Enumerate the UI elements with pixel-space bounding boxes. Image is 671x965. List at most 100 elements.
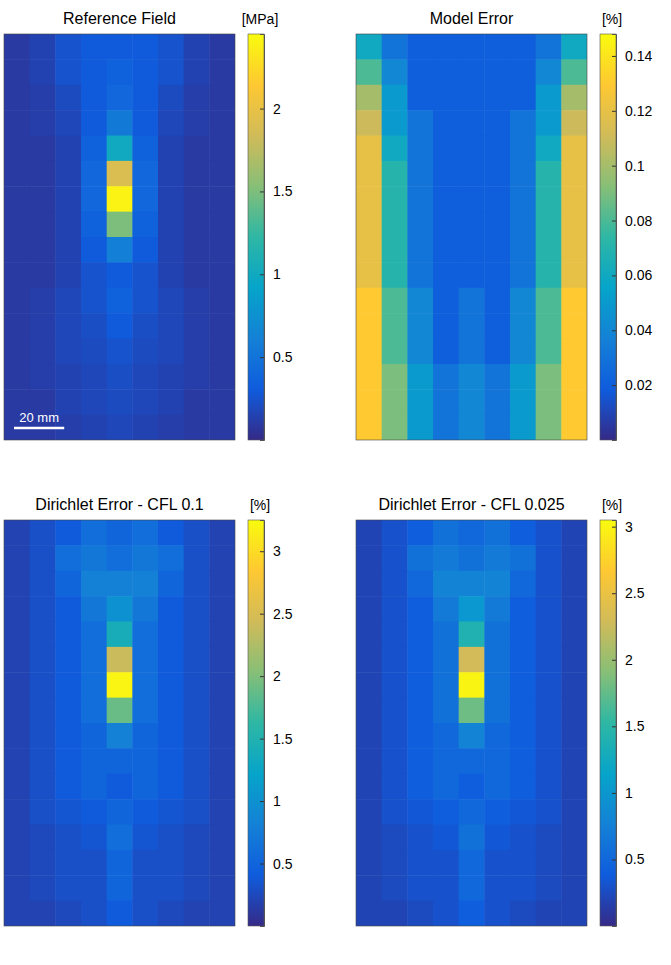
heat-cell xyxy=(561,59,587,85)
heat-cell xyxy=(81,85,107,111)
heat-cell xyxy=(382,545,408,571)
heat-cell xyxy=(4,85,30,111)
heat-cell xyxy=(459,262,485,288)
colorbar: 0.020.040.060.080.10.120.14[%] xyxy=(600,11,652,441)
heat-cell xyxy=(55,850,81,876)
heatmap-cells xyxy=(356,520,587,926)
heat-cell xyxy=(382,520,408,546)
heat-cell xyxy=(55,774,81,800)
heat-cell xyxy=(158,389,184,415)
heat-cell xyxy=(561,339,587,365)
heat-cell xyxy=(510,622,536,648)
heat-cell xyxy=(55,825,81,851)
heat-cell xyxy=(433,520,459,546)
tick-label: 0.04 xyxy=(625,322,652,338)
heat-cell xyxy=(484,34,510,60)
heat-cell xyxy=(158,186,184,212)
heat-cell xyxy=(561,875,587,901)
heat-cell xyxy=(382,415,408,440)
heat-cell xyxy=(209,622,235,648)
heat-cell xyxy=(184,520,210,546)
heat-cell xyxy=(107,415,133,440)
heat-cell xyxy=(356,288,382,314)
heat-cell xyxy=(158,237,184,263)
heat-cell xyxy=(4,672,30,698)
heat-cell xyxy=(356,571,382,597)
heat-cell xyxy=(433,799,459,825)
heat-cell xyxy=(433,647,459,673)
tick-mark xyxy=(612,859,616,860)
heat-cell xyxy=(209,748,235,774)
heat-cell xyxy=(132,288,158,314)
heat-cell xyxy=(81,825,107,851)
heat-cell xyxy=(132,596,158,622)
heat-cell xyxy=(107,545,133,571)
heat-cell xyxy=(356,825,382,851)
heat-cell xyxy=(561,799,587,825)
heat-cell xyxy=(4,774,30,800)
heat-cell xyxy=(184,571,210,597)
colorbar-label: [%] xyxy=(602,497,622,513)
heat-cell xyxy=(510,748,536,774)
heat-cell xyxy=(132,212,158,238)
heat-cell xyxy=(30,262,56,288)
heat-cell xyxy=(433,237,459,263)
heat-cell xyxy=(4,698,30,724)
heat-cell xyxy=(536,59,562,85)
heat-cell xyxy=(536,723,562,749)
heat-cell xyxy=(510,596,536,622)
heat-cell xyxy=(459,774,485,800)
heat-cell xyxy=(81,288,107,314)
heat-cell xyxy=(209,339,235,365)
heat-cell xyxy=(382,262,408,288)
tick-label: 0.06 xyxy=(625,267,652,283)
heat-cell xyxy=(459,161,485,187)
heat-cell xyxy=(107,34,133,60)
heat-cell xyxy=(107,161,133,187)
panel-title: Dirichlet Error - CFL 0.1 xyxy=(35,496,203,513)
heat-cell xyxy=(459,364,485,390)
tick: 1.5 xyxy=(260,183,293,199)
heat-cell xyxy=(132,161,158,187)
heat-cell xyxy=(536,136,562,162)
heat-cell xyxy=(30,723,56,749)
heat-cell xyxy=(356,748,382,774)
heat-cell xyxy=(356,901,382,926)
heat-cell xyxy=(536,339,562,365)
heat-cell xyxy=(433,110,459,136)
heat-cell xyxy=(107,901,133,926)
heat-cell xyxy=(382,161,408,187)
heat-cell xyxy=(30,698,56,724)
tick: 0.1 xyxy=(612,158,645,174)
heat-cell xyxy=(55,748,81,774)
heat-cell xyxy=(158,34,184,60)
heat-cell xyxy=(459,825,485,851)
heat-cell xyxy=(382,698,408,724)
heat-cell xyxy=(81,774,107,800)
heat-cell xyxy=(132,313,158,339)
tick-mark xyxy=(612,385,616,386)
heat-cell xyxy=(55,799,81,825)
heat-cell xyxy=(184,339,210,365)
heat-cell xyxy=(356,389,382,415)
heat-cell xyxy=(407,875,433,901)
heat-cell xyxy=(158,161,184,187)
heat-cell xyxy=(459,799,485,825)
heat-cell xyxy=(510,34,536,60)
heat-cell xyxy=(132,698,158,724)
heat-cell xyxy=(30,825,56,851)
heat-cell xyxy=(561,313,587,339)
heat-cell xyxy=(132,825,158,851)
tick: 0.02 xyxy=(612,377,652,393)
heat-cell xyxy=(382,186,408,212)
heat-cell xyxy=(81,110,107,136)
heat-cell xyxy=(459,339,485,365)
heat-cell xyxy=(4,34,30,60)
heat-cell xyxy=(459,85,485,111)
heat-cell xyxy=(484,59,510,85)
heat-cell xyxy=(81,698,107,724)
heat-cell xyxy=(184,186,210,212)
heat-cell xyxy=(356,622,382,648)
heat-cell xyxy=(81,520,107,546)
heat-cell xyxy=(158,774,184,800)
